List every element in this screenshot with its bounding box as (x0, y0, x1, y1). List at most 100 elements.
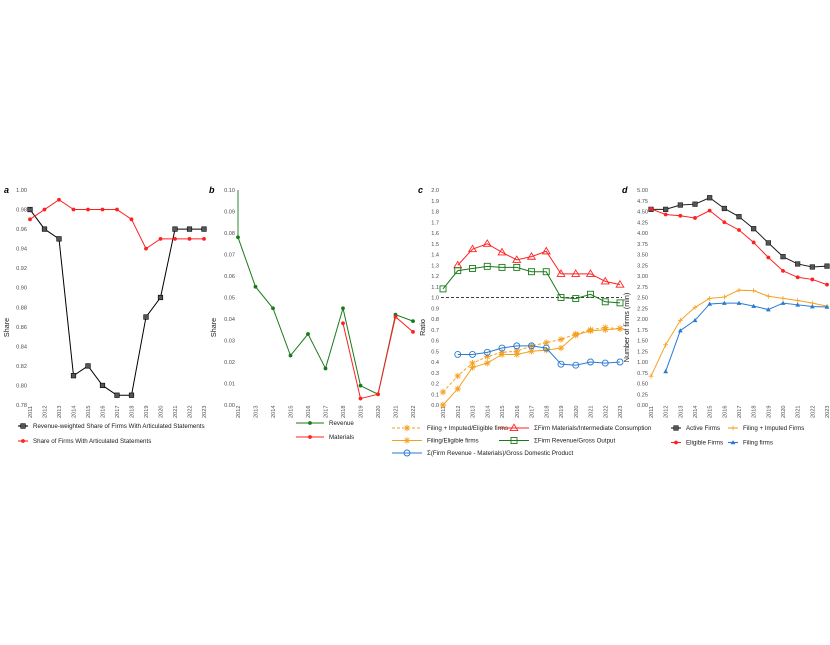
y-tick-label: 1.3 (431, 263, 439, 269)
y-tick-label: 0.25 (637, 392, 648, 398)
panel-label: a (4, 185, 9, 195)
legend-label: Share of Firms With Articulated Statemen… (33, 438, 151, 445)
y-tick-label: 0.2 (431, 382, 439, 388)
y-tick-label: 0.09 (224, 210, 235, 216)
x-tick-label: 2020 (159, 406, 165, 418)
y-tick-label: 1.9 (431, 199, 439, 205)
y-tick-label: 3.75 (637, 242, 648, 248)
x-tick-label: 2016 (101, 406, 107, 418)
series-line (649, 207, 829, 287)
x-tick-label: 2014 (485, 406, 491, 418)
x-tick-label: 2013 (678, 406, 684, 418)
series-line (28, 197, 206, 251)
series-line (439, 325, 624, 409)
y-tick-label: 1.00 (16, 188, 27, 194)
legend-label: Active Firms (686, 425, 720, 432)
x-tick-label: 2022 (188, 406, 194, 418)
y-tick-label: 0.94 (16, 247, 27, 253)
legend: Filing + Imputed/Eligible firms ΣFirm Mat… (392, 423, 652, 457)
x-tick-label: 2011 (28, 406, 34, 418)
y-tick-label: 0.05 (224, 296, 235, 302)
panel-label: c (418, 185, 423, 195)
x-tick-label: 2014 (693, 406, 699, 418)
x-tick-label: 2020 (781, 406, 787, 418)
x-tick-label: 2018 (544, 406, 550, 418)
panel-c: c 0.0 0.1 0.2 0.3 0.4 0.5 0.6 0.7 0.8 0.9 1.0 1.1 1.2… (392, 185, 652, 457)
y-tick-label: 0.1 (431, 392, 439, 398)
legend-label: Filing + Imputed Firms (743, 425, 804, 432)
x-tick-label: 2012 (664, 406, 670, 418)
x-tick-label: 2011 (441, 406, 447, 418)
series-line (663, 300, 830, 374)
y-tick-label: 1.7 (431, 220, 439, 226)
legend-item: Filing/Eligible firms (392, 437, 479, 445)
y-tick-label: 4.75 (637, 199, 648, 205)
y-tick-label: 2.50 (637, 296, 648, 302)
y-tick-label: 4.25 (637, 220, 648, 226)
y-tick-label: 5.00 (637, 188, 648, 194)
x-tick-label: 2022 (810, 406, 816, 418)
y-tick-label: 0.4 (431, 360, 439, 366)
legend: Revenue-weighted Share of Firms With Art… (18, 423, 205, 445)
x-tick-label: 2013 (471, 406, 477, 418)
y-tick-label: 0.9 (431, 306, 439, 312)
y-tick-label: 0.50 (637, 382, 648, 388)
legend-item: Materials (296, 434, 354, 441)
x-tick-label: 2018 (341, 406, 347, 418)
y-tick-label: 0.8 (431, 317, 439, 323)
series-line (439, 262, 624, 307)
legend-label: Σ(Firm Revenue - Materials)/Gross Domest… (427, 450, 573, 457)
legend-label: Filing firms (743, 440, 773, 447)
y-tick-label: 0.08 (224, 231, 235, 237)
legend-item: Σ(Firm Revenue - Materials)/Gross Domest… (392, 449, 573, 457)
x-tick-label: 2013 (57, 406, 63, 418)
legend-label: Revenue (329, 420, 354, 427)
x-tick-label: 2022 (411, 406, 417, 418)
y-tick-label: 0.6 (431, 339, 439, 345)
legend-item: ΣFirm Revenue/Gross Output (499, 437, 615, 445)
y-tick-label: 0.06 (224, 274, 235, 280)
x-tick-label: 2023 (202, 406, 208, 418)
x-tick-label: 2021 (394, 406, 400, 418)
x-tick-label: 2016 (722, 406, 728, 418)
legend-label: Filing/Eligible firms (427, 438, 479, 445)
x-tick-label: 2016 (306, 406, 312, 418)
y-tick-label: 0.84 (16, 344, 27, 350)
x-tick-label: 2020 (574, 406, 580, 418)
series-line (454, 342, 624, 369)
x-tick-label: 2017 (324, 406, 330, 418)
series-line (27, 206, 207, 398)
legend-item: Eligible Firms (671, 440, 723, 447)
x-tick-label: 2016 (515, 406, 521, 418)
x-tick-label: 2014 (271, 406, 277, 418)
legend-label: Materials (329, 434, 354, 441)
y-axis-title: Share (209, 318, 218, 337)
x-tick-label: 2014 (72, 406, 78, 418)
panel-a: a 0.78 0.80 0.82 0.84 0.86 0.88 0.90 0.92 0.94 0.9… (2, 185, 208, 445)
x-tick-label: 2023 (618, 406, 624, 418)
legend-item: ΣFirm Materials/Intermediate Consumption (499, 423, 652, 432)
x-tick-label: 2015 (708, 406, 714, 418)
y-tick-label: 2.00 (637, 317, 648, 323)
y-tick-label: 1.00 (637, 360, 648, 366)
x-tick-label: 2019 (559, 406, 565, 418)
y-tick-label: 1.75 (637, 328, 648, 334)
y-tick-label: 0.04 (224, 317, 235, 323)
x-tick-label: 2019 (144, 406, 150, 418)
x-tick-label: 2021 (589, 406, 595, 418)
y-tick-label: 4.50 (637, 210, 648, 216)
y-tick-label: 1.2 (431, 274, 439, 280)
x-tick-label: 2015 (86, 406, 92, 418)
series-line (453, 239, 625, 288)
x-tick-label: 2021 (796, 406, 802, 418)
y-tick-label: 0.0 (431, 403, 439, 409)
x-tick-label: 2020 (376, 406, 382, 418)
legend: Revenue Materials (296, 420, 354, 441)
x-tick-label: 2015 (289, 406, 295, 418)
y-tick-label: 0.88 (16, 305, 27, 311)
y-tick-label: 1.5 (431, 242, 439, 248)
x-tick-label: 2019 (766, 406, 772, 418)
y-tick-label: 0.98 (16, 208, 27, 214)
panel-label: d (622, 185, 628, 195)
x-tick-label: 2023 (825, 406, 830, 418)
